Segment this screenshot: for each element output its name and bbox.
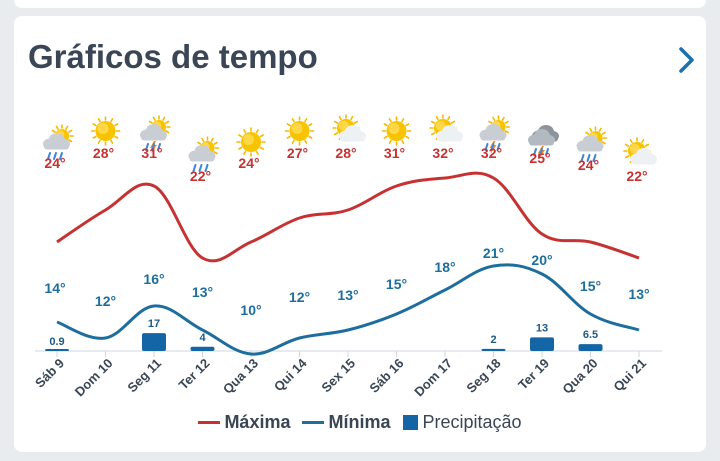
max-temp-label: 27° xyxy=(287,145,308,161)
thunderstorm-cloud-icon xyxy=(528,125,559,159)
precipitation-label: 13 xyxy=(536,322,548,334)
thunderstorm-rain-sun-icon xyxy=(43,124,74,160)
x-tick-label: Sex 15 xyxy=(318,356,358,396)
legend-label-max: Máxima xyxy=(224,412,291,432)
x-tick-label: Dom 10 xyxy=(72,356,116,400)
precipitation-bar[interactable] xyxy=(481,348,506,351)
precipitation-bar[interactable] xyxy=(578,344,603,351)
sun-icon xyxy=(284,116,315,146)
x-tick-label: Qui 21 xyxy=(610,356,649,395)
precipitation-bar[interactable] xyxy=(142,333,166,351)
x-tick-label: Sáb 9 xyxy=(32,356,67,391)
min-temp-label: 20° xyxy=(531,252,552,268)
thunderstorm-sun-icon xyxy=(140,115,171,154)
sun-icon xyxy=(236,127,266,157)
max-temp-label: 32° xyxy=(432,145,453,161)
rain-sun-icon xyxy=(576,126,608,162)
min-temp-label: 18° xyxy=(434,259,455,275)
precipitation-label: 6.5 xyxy=(583,329,598,341)
max-temp-label: 28° xyxy=(335,145,356,161)
min-temp-label: 13° xyxy=(192,284,213,300)
legend-swatch-min xyxy=(302,421,325,424)
x-tick-label: Sáb 16 xyxy=(366,356,406,396)
max-temp-label: 22° xyxy=(626,168,647,184)
rain-sun-icon xyxy=(188,136,220,172)
x-tick-label: Qua 20 xyxy=(559,356,600,397)
min-temp-label: 16° xyxy=(143,271,164,287)
min-temp-label: 12° xyxy=(289,289,310,305)
page-title: Gráficos de tempo xyxy=(28,38,318,75)
x-tick-label: Ter 19 xyxy=(515,356,552,393)
precipitation-label: 4 xyxy=(199,332,206,344)
max-temp-label: 31° xyxy=(384,145,405,161)
max-temp-label: 22° xyxy=(190,168,211,184)
min-temp-label: 21° xyxy=(483,245,504,261)
min-temp-label: 10° xyxy=(240,302,261,318)
min-temp-label: 12° xyxy=(95,293,116,309)
max-temp-label: 32° xyxy=(481,145,502,161)
sun-icon xyxy=(381,116,412,146)
precipitation-bar[interactable] xyxy=(190,346,215,351)
data-labels: 24° 28° 31° 22° 24° 27° 28° 31° 32° 32° 25° 24° 22° 1… xyxy=(44,145,649,348)
x-tick-label: Qui 14 xyxy=(271,355,310,394)
min-temp-label: 13° xyxy=(628,286,649,302)
precipitation-bar[interactable] xyxy=(45,349,69,351)
legend-item-min[interactable]: Mínima xyxy=(302,412,391,433)
x-tick-label: Seg 18 xyxy=(463,356,503,396)
axis-layer xyxy=(35,350,662,357)
x-tick-label: Ter 12 xyxy=(176,356,213,393)
partly-cloudy-icon xyxy=(332,114,366,142)
chart-legend: Máxima Mínima Precipitação xyxy=(0,412,720,433)
precipitation-bar[interactable] xyxy=(530,337,554,351)
max-temp-label: 24° xyxy=(578,157,599,173)
legend-swatch-precipitation xyxy=(402,415,418,430)
max-temp-label: 24° xyxy=(238,155,259,171)
min-temp-label: 13° xyxy=(337,287,358,303)
legend-item-precipitation[interactable]: Precipitação xyxy=(402,412,522,433)
previous-card-edge xyxy=(14,0,706,8)
max-temp-label: 28° xyxy=(93,145,114,161)
sun-icon xyxy=(90,116,121,146)
partly-cloudy-icon xyxy=(429,114,463,142)
min-temp-label: 14° xyxy=(44,280,65,296)
legend-label-min: Mínima xyxy=(328,412,391,432)
x-axis-ticks: Sáb 9 Dom 10 Seg 11 Ter 12 Qua 13 Qui 14 Sex 1… xyxy=(32,355,649,399)
legend-label-precipitation: Precipitação xyxy=(422,412,522,432)
min-temp-label: 15° xyxy=(386,276,407,292)
precipitation-bars xyxy=(45,333,603,351)
legend-item-max[interactable]: Máxima xyxy=(198,412,290,433)
chevron-right-icon[interactable] xyxy=(676,46,698,74)
weather-icons xyxy=(43,114,657,172)
temperature-lines xyxy=(56,171,640,356)
legend-swatch-max xyxy=(198,421,221,424)
min-temp-label: 15° xyxy=(580,278,601,294)
x-tick-label: Qua 13 xyxy=(220,356,261,397)
max-temperature-line[interactable] xyxy=(56,171,640,263)
max-temp-label: 24° xyxy=(44,155,65,171)
precipitation-label: 2 xyxy=(490,334,496,346)
precipitation-label: 17 xyxy=(148,318,160,330)
x-tick-label: Seg 11 xyxy=(124,356,164,396)
precipitation-label: 0.9 xyxy=(49,336,64,348)
partly-cloudy-icon xyxy=(623,137,657,165)
max-temp-label: 31° xyxy=(141,145,162,161)
weather-chart-card xyxy=(14,16,706,452)
max-temp-label: 25° xyxy=(529,150,550,166)
x-tick-label: Dom 17 xyxy=(411,356,455,400)
min-temperature-line[interactable] xyxy=(56,263,640,356)
thunderstorm-sun-icon xyxy=(479,115,511,154)
